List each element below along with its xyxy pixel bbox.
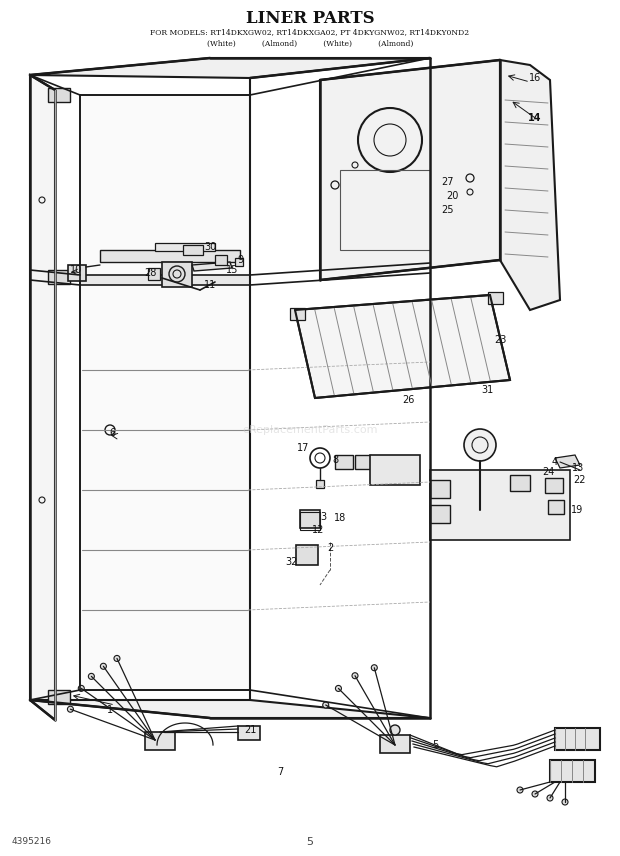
Bar (316, 480, 324, 488)
Bar (430, 480, 450, 498)
Bar (355, 455, 371, 469)
Bar (238, 726, 260, 740)
Bar (430, 505, 450, 523)
Text: 24: 24 (542, 467, 554, 477)
Bar (290, 308, 305, 320)
Circle shape (89, 674, 94, 680)
Text: 9: 9 (237, 255, 243, 265)
Polygon shape (80, 275, 250, 285)
Text: 10: 10 (70, 265, 82, 275)
Text: 3: 3 (320, 512, 326, 522)
Text: 28: 28 (144, 268, 156, 278)
Bar (550, 760, 595, 782)
Polygon shape (80, 95, 250, 690)
Text: 6: 6 (109, 428, 115, 438)
Circle shape (100, 663, 107, 669)
Bar (235, 258, 243, 266)
Bar (145, 732, 175, 750)
Polygon shape (320, 60, 500, 280)
Bar (48, 270, 70, 284)
Bar (370, 455, 420, 485)
Polygon shape (30, 58, 430, 78)
Text: 16: 16 (529, 73, 541, 83)
Text: 2: 2 (327, 543, 333, 553)
Bar (488, 292, 503, 304)
Text: 1: 1 (107, 705, 113, 715)
Text: 5: 5 (432, 740, 438, 750)
Circle shape (78, 686, 84, 692)
Text: (White)           (Almond)           (White)           (Almond): (White) (Almond) (White) (Almond) (207, 40, 413, 48)
Polygon shape (192, 262, 232, 271)
Bar (510, 475, 530, 491)
Text: 7: 7 (277, 767, 283, 777)
Text: 30: 30 (204, 242, 216, 252)
Circle shape (352, 673, 358, 679)
Text: 17: 17 (297, 443, 309, 453)
Circle shape (517, 787, 523, 793)
Text: 21: 21 (244, 725, 256, 735)
Text: 27: 27 (441, 177, 454, 187)
Text: 20: 20 (446, 191, 458, 201)
Circle shape (68, 706, 73, 712)
Text: 15: 15 (226, 265, 238, 275)
Polygon shape (430, 470, 570, 540)
Circle shape (335, 686, 342, 692)
Bar (68, 265, 86, 281)
Text: 26: 26 (402, 395, 414, 405)
Bar (300, 512, 320, 530)
Circle shape (532, 791, 538, 797)
Text: 19: 19 (571, 505, 583, 515)
Text: 23: 23 (494, 335, 506, 345)
Text: 8: 8 (332, 455, 338, 465)
Circle shape (114, 656, 120, 662)
Bar (300, 510, 320, 528)
Text: 18: 18 (334, 513, 346, 523)
Bar (183, 245, 203, 255)
Text: LINER PARTS: LINER PARTS (246, 9, 374, 27)
Text: 12: 12 (312, 525, 324, 535)
Text: 14: 14 (528, 113, 542, 123)
Bar (548, 500, 564, 514)
Circle shape (390, 725, 400, 735)
Text: 32: 32 (286, 557, 298, 567)
Bar (335, 455, 353, 469)
Bar (545, 478, 563, 493)
Text: 4: 4 (552, 457, 558, 467)
Polygon shape (30, 75, 55, 720)
Bar (48, 690, 70, 704)
Circle shape (562, 799, 568, 805)
Text: 13: 13 (572, 463, 584, 473)
Text: 25: 25 (441, 205, 454, 215)
Bar (155, 243, 215, 251)
Bar (215, 255, 227, 265)
Bar (380, 735, 410, 753)
Text: 22: 22 (574, 475, 587, 485)
Circle shape (371, 665, 378, 671)
Bar (555, 728, 600, 750)
Polygon shape (30, 700, 430, 718)
Text: 4395216: 4395216 (12, 837, 52, 847)
Circle shape (547, 795, 553, 801)
Text: 11: 11 (204, 280, 216, 290)
Bar (148, 268, 160, 280)
Circle shape (464, 429, 496, 461)
Bar (48, 88, 70, 102)
Text: 5: 5 (306, 837, 314, 847)
Polygon shape (500, 60, 560, 310)
Polygon shape (295, 295, 510, 398)
Bar (100, 250, 240, 262)
Bar (162, 262, 192, 287)
Text: FOR MODELS: RT14DKXGW02, RT14DKXGA02, PT 4DKYGNW02, RT14DKY0ND2: FOR MODELS: RT14DKXGW02, RT14DKXGA02, PT… (151, 28, 469, 36)
Bar (340, 170, 430, 250)
Polygon shape (555, 455, 580, 468)
Text: 31: 31 (481, 385, 493, 395)
Text: eReplacementParts.com: eReplacementParts.com (242, 425, 378, 435)
Bar (296, 545, 318, 565)
Circle shape (323, 702, 329, 708)
